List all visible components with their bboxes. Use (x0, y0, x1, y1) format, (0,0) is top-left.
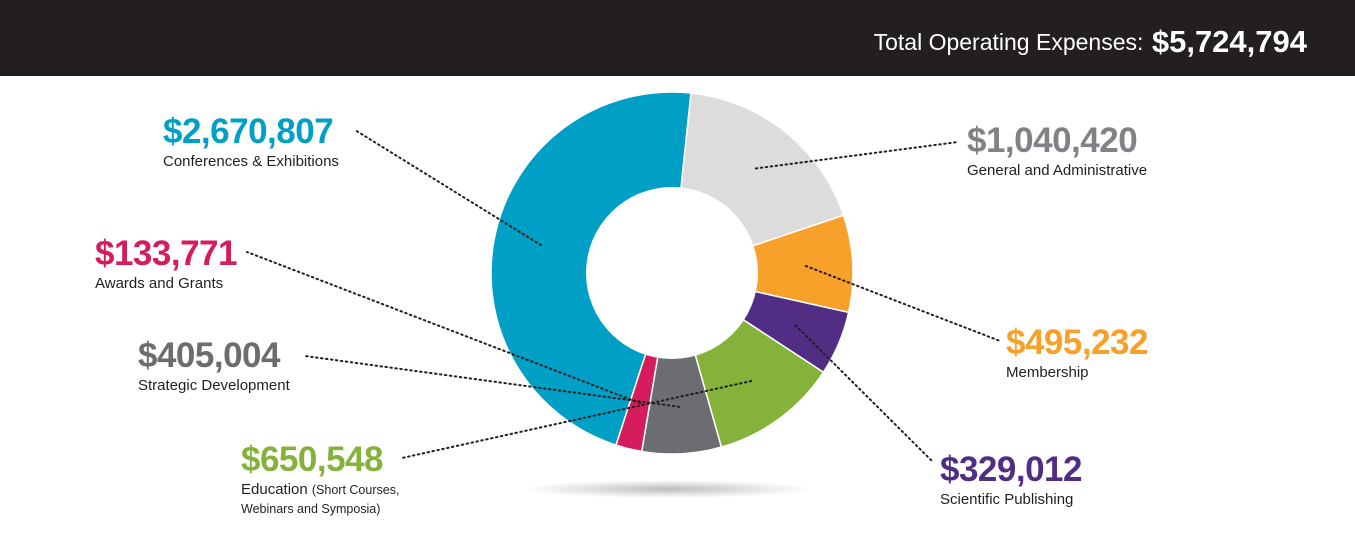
amount-education: $650,548 (241, 440, 383, 479)
leader-line-general (754, 141, 959, 170)
amount-publishing: $329,012 (940, 450, 1082, 489)
donut-hole (586, 187, 758, 359)
leader-line-education (401, 380, 753, 459)
callout-publishing: $329,012 Scientific Publishing (940, 452, 1082, 510)
callout-education: $650,548 Education (Short Courses, Webin… (241, 442, 399, 519)
label-conferences: Conferences & Exhibitions (163, 153, 339, 170)
label-education-main: Education (241, 481, 308, 498)
label-education-note: (Short Courses, (311, 483, 400, 497)
amount-awards: $133,771 (95, 234, 237, 273)
total-expenses-value: $5,724,794 (1151, 24, 1307, 59)
leader-line-awards (246, 251, 641, 405)
label-membership: Membership (1006, 364, 1089, 381)
callout-strategic: $405,004 Strategic Development (138, 338, 290, 396)
label-awards: Awards and Grants (95, 275, 224, 292)
amount-membership: $495,232 (1006, 323, 1148, 362)
leader-line-membership (804, 264, 1001, 342)
amount-general: $1,040,420 (967, 121, 1138, 160)
header-bar: Total Operating Expenses: $5,724,794 (0, 0, 1355, 76)
total-expenses-label: Total Operating Expenses: (873, 29, 1144, 55)
callout-membership: $495,232 Membership (1006, 325, 1148, 383)
label-general: General and Administrative (967, 162, 1148, 179)
slice-membership (669, 214, 854, 314)
label-education-line2: Webinars and Symposia) (241, 501, 381, 516)
label-publishing: Scientific Publishing (940, 491, 1074, 508)
leader-line-conferences (354, 129, 542, 247)
total-expenses-heading: Total Operating Expenses: $5,724,794 (873, 22, 1307, 59)
label-strategic: Strategic Development (138, 377, 290, 394)
leader-line-strategic (304, 355, 681, 408)
callout-awards: $133,771 Awards and Grants (95, 236, 237, 294)
callout-general: $1,040,420 General and Administrative (967, 123, 1147, 181)
callout-conferences: $2,670,807 Conferences & Exhibitions (163, 114, 339, 172)
amount-conferences: $2,670,807 (163, 112, 334, 151)
amount-strategic: $405,004 (138, 336, 280, 375)
chart-shadow (522, 480, 812, 498)
label-education: Education (Short Courses, Webinars and S… (241, 481, 399, 519)
leader-line-publishing (794, 324, 934, 463)
leader-lines (246, 129, 1001, 463)
